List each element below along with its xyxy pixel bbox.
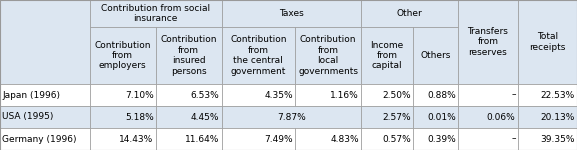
Text: 2.50%: 2.50%	[383, 90, 411, 99]
Text: Income
from
capital: Income from capital	[370, 41, 404, 70]
Bar	[518, 0, 577, 84]
Text: 20.13%: 20.13%	[541, 112, 575, 122]
Text: Other: Other	[397, 9, 422, 18]
Text: Taxes: Taxes	[279, 9, 304, 18]
Bar	[361, 27, 413, 84]
Bar	[458, 0, 518, 84]
Text: 0.57%: 0.57%	[382, 135, 411, 144]
Text: 4.35%: 4.35%	[264, 90, 293, 99]
Bar	[413, 128, 458, 150]
Bar	[518, 84, 577, 106]
Bar	[361, 0, 458, 27]
Bar	[156, 27, 222, 84]
Bar	[89, 128, 156, 150]
Text: –: –	[511, 135, 516, 144]
Bar	[413, 106, 458, 128]
Bar	[0, 106, 89, 128]
Text: 39.35%: 39.35%	[541, 135, 575, 144]
Text: Transfers
from
reserves: Transfers from reserves	[467, 27, 508, 57]
Text: 11.64%: 11.64%	[185, 135, 220, 144]
Bar	[295, 84, 361, 106]
Text: 0.06%: 0.06%	[487, 112, 516, 122]
Text: 4.83%: 4.83%	[331, 135, 359, 144]
Bar	[222, 27, 295, 84]
Text: 1.16%: 1.16%	[331, 90, 359, 99]
Text: –: –	[511, 90, 516, 99]
Bar	[89, 84, 156, 106]
Text: Contribution
from
employers: Contribution from employers	[94, 41, 151, 70]
Text: USA (1995): USA (1995)	[2, 112, 54, 122]
Bar	[458, 84, 518, 106]
Bar	[0, 0, 89, 84]
Bar	[89, 0, 222, 27]
Text: 4.45%: 4.45%	[191, 112, 220, 122]
Bar	[222, 84, 295, 106]
Bar	[413, 27, 458, 84]
Text: 0.01%: 0.01%	[428, 112, 456, 122]
Bar	[89, 106, 156, 128]
Text: 7.87%: 7.87%	[277, 112, 306, 122]
Text: 2.57%: 2.57%	[383, 112, 411, 122]
Bar	[222, 106, 361, 128]
Text: 14.43%: 14.43%	[119, 135, 153, 144]
Bar	[295, 128, 361, 150]
Text: 0.88%: 0.88%	[428, 90, 456, 99]
Bar	[222, 0, 361, 27]
Text: Contribution
from
the central
government: Contribution from the central government	[230, 35, 287, 76]
Bar	[413, 84, 458, 106]
Bar	[361, 84, 413, 106]
Text: 7.49%: 7.49%	[264, 135, 293, 144]
Bar	[156, 84, 222, 106]
Bar	[361, 106, 413, 128]
Bar	[518, 128, 577, 150]
Text: Others: Others	[421, 51, 451, 60]
Bar	[518, 106, 577, 128]
Bar	[156, 128, 222, 150]
Text: 7.10%: 7.10%	[125, 90, 153, 99]
Bar	[458, 128, 518, 150]
Bar	[156, 106, 222, 128]
Text: 0.39%: 0.39%	[428, 135, 456, 144]
Text: 6.53%: 6.53%	[191, 90, 220, 99]
Text: Japan (1996): Japan (1996)	[2, 90, 60, 99]
Bar	[89, 27, 156, 84]
Bar	[295, 27, 361, 84]
Bar	[458, 106, 518, 128]
Bar	[0, 84, 89, 106]
Text: Contribution from social
insurance: Contribution from social insurance	[101, 4, 210, 23]
Text: 22.53%: 22.53%	[541, 90, 575, 99]
Text: Contribution
from
local
governments: Contribution from local governments	[298, 35, 358, 76]
Text: Contribution
from
insured
persons: Contribution from insured persons	[160, 35, 217, 76]
Text: 5.18%: 5.18%	[125, 112, 153, 122]
Text: Germany (1996): Germany (1996)	[2, 135, 77, 144]
Bar	[222, 128, 295, 150]
Bar	[0, 128, 89, 150]
Text: Total
receipts: Total receipts	[529, 32, 565, 52]
Bar	[361, 128, 413, 150]
